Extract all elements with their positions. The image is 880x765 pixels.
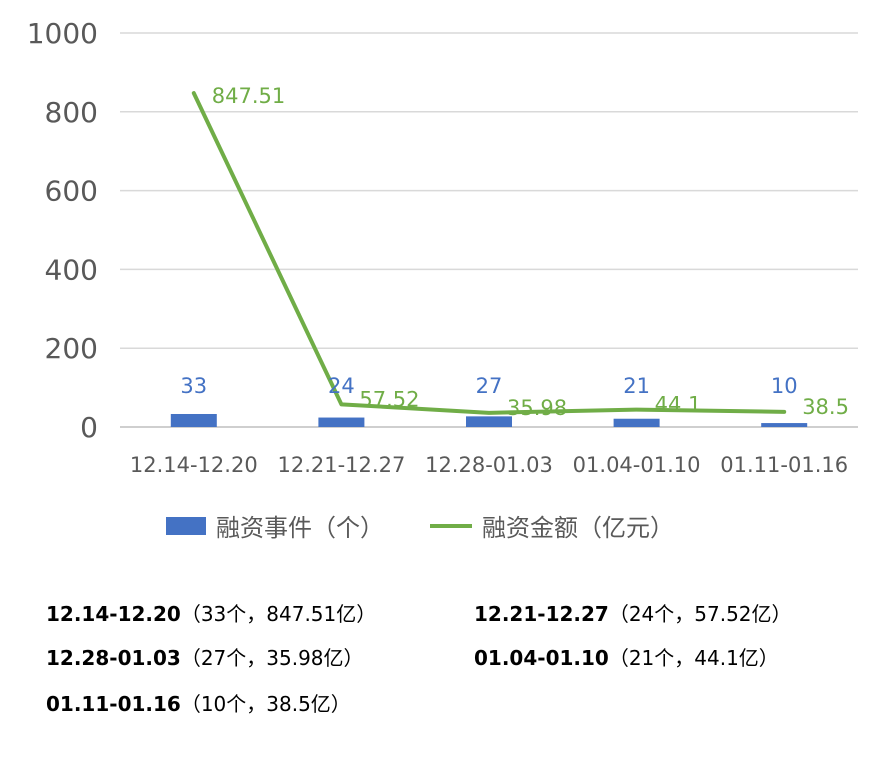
line-path (191, 91, 787, 415)
x-tick-label: 01.04-01.10 (573, 453, 701, 477)
bar (613, 418, 660, 427)
line-data-label: 57.52 (359, 387, 419, 411)
x-tick-label: 12.14-12.20 (130, 453, 258, 477)
summary-row: 12.14-12.20（33个，847.51亿） (46, 598, 376, 627)
bar-data-label: 10 (771, 374, 798, 398)
y-tick-label: 1000 (27, 17, 98, 50)
summary-row: 12.28-01.03（27个，35.98亿） (46, 642, 364, 671)
line-data-label: 847.51 (212, 84, 285, 108)
line-series (191, 91, 787, 415)
y-tick-label: 200 (45, 332, 98, 365)
bar (318, 417, 365, 427)
bar (761, 423, 808, 427)
summary-detail: （33个，847.51亿） (180, 602, 377, 626)
legend: 融资事件（个） 融资金额（亿元） (166, 514, 674, 542)
y-tick-label: 800 (45, 96, 98, 129)
y-tick-label: 400 (45, 253, 98, 286)
legend-label-bar: 融资事件（个） (216, 514, 384, 542)
bar-data-label: 21 (623, 374, 650, 398)
x-tick-label: 12.21-12.27 (277, 453, 405, 477)
summary-period: 12.28-01.03 (46, 646, 181, 670)
bar-data-label: 24 (328, 374, 355, 398)
summary-detail: （27个，35.98亿） (180, 646, 364, 670)
x-tick-label: 01.11-01.16 (720, 453, 848, 477)
gridlines (120, 32, 858, 428)
legend-swatch-bar (166, 517, 206, 535)
summary-period: 01.11-01.16 (46, 692, 181, 716)
summary-period: 12.21-12.27 (474, 602, 609, 626)
chart: 0 200 400 600 800 1000 12.14-12.20 12.21-12.27… (27, 17, 858, 542)
summary-period: 12.14-12.20 (46, 602, 181, 626)
bar-data-label: 27 (476, 374, 503, 398)
legend-label-line: 融资金额（亿元） (482, 514, 674, 542)
bar (170, 413, 217, 427)
summary-row: 01.04-01.10（21个，44.1亿） (474, 642, 779, 671)
line-data-label: 44.1 (655, 393, 702, 417)
x-tick-label: 12.28-01.03 (425, 453, 553, 477)
line-data-label: 35.98 (507, 396, 567, 420)
summary-period: 01.04-01.10 (474, 646, 609, 670)
summary-detail: （24个，57.52亿） (608, 602, 792, 626)
y-tick-label: 0 (80, 411, 98, 444)
summary-detail: （21个，44.1亿） (608, 646, 779, 670)
data-labels: 33 24 27 21 10 847.51 57.52 35.98 44.1 38.5 (180, 84, 849, 420)
y-tick-label: 600 (45, 175, 98, 208)
summary-row: 01.11-01.16（10个，38.5亿） (46, 688, 351, 717)
bar-series (170, 413, 808, 427)
x-axis-labels: 12.14-12.20 12.21-12.27 12.28-01.03 01.04-0… (130, 453, 848, 477)
line-data-label: 38.5 (802, 395, 849, 419)
summary-row: 12.21-12.27（24个，57.52亿） (474, 598, 792, 627)
bar (466, 416, 512, 427)
bar-data-label: 33 (180, 374, 207, 398)
summary-detail: （10个，38.5亿） (180, 692, 351, 716)
y-axis-ticks: 0 200 400 600 800 1000 (27, 17, 98, 444)
